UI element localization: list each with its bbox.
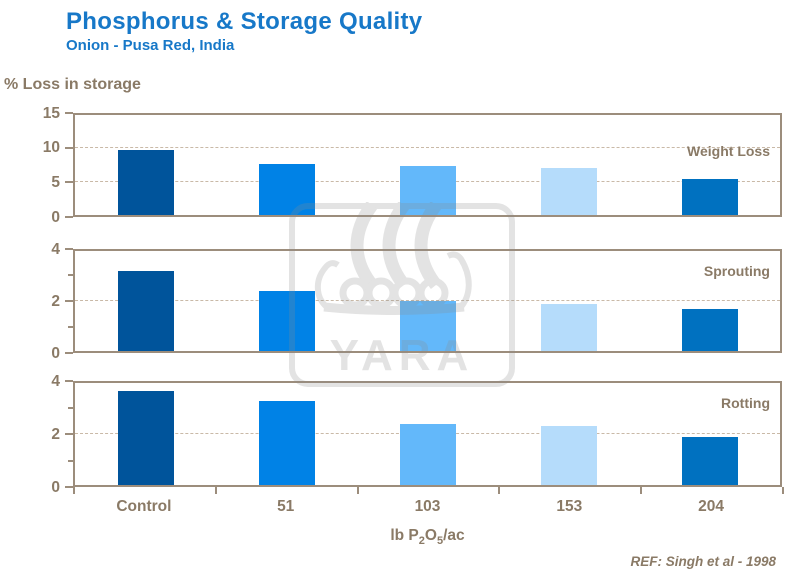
y-tick-label: 5 [51,173,60,191]
y-tick-label: 10 [42,138,60,156]
x-tick-mark [782,487,784,494]
y-tick-mark [65,181,73,184]
y-minor-tick-mark [68,459,73,462]
bar-153-rotting [540,426,597,485]
x-axis-title-text: /ac [443,527,465,544]
x-category-label: Control [116,498,172,515]
plot-area-rotting: Rotting [73,381,782,487]
reference-citation: REF: Singh et al - 1998 [630,554,776,569]
y-tick-mark [65,300,73,302]
x-axis-title-sub: 5 [436,535,444,548]
gridline [75,147,780,149]
x-axis-title: lb P2O5/ac [73,527,782,547]
x-tick-mark [214,487,217,494]
plot-area-weight-loss: Weight Loss [73,113,782,217]
y-tick-label: 2 [51,292,60,310]
x-category-label: 153 [556,498,583,515]
y-tick-label: 0 [51,478,60,496]
y-tick-mark [65,146,73,149]
series-label-rotting: Rotting [721,395,770,411]
series-label-sprouting: Sprouting [703,263,770,279]
x-category-label: 51 [277,498,295,515]
bar-51-sprouting [258,291,315,351]
y-tick-label: 0 [51,208,60,226]
bar-204-rotting [681,436,738,485]
y-tick-mark [65,112,73,114]
page-subtitle: Onion - Pusa Red, India [66,37,235,54]
x-category-label: 204 [698,498,725,515]
x-axis-title-sub: 2 [418,535,425,548]
plot-area-sprouting: Sprouting [73,249,782,353]
bar-103-sprouting [399,301,456,351]
x-category-label: 103 [414,498,441,515]
y-minor-tick-mark [68,274,73,276]
y-tick-mark [65,216,73,218]
y-tick-mark [65,486,73,488]
panel-rotting: Rotting 0 2 4 [51,373,784,494]
bar-103-rotting [399,423,456,485]
x-tick-mark [640,487,643,494]
x-axis-title-text: O [424,527,437,544]
bar-control-weight-loss [117,149,174,215]
x-axis-category-labels: Control 51 103 153 204 [73,498,782,520]
y-tick-label: 2 [51,425,60,443]
page-title: Phosphorus & Storage Quality [66,8,423,35]
y-tick-label: 0 [51,344,60,362]
y-tick-label: 4 [51,240,60,258]
gridline [75,300,780,301]
bar-51-rotting [258,400,315,485]
bar-control-sprouting [117,271,174,351]
bar-204-weight-loss [681,179,738,215]
y-minor-tick-mark [68,326,73,328]
y-tick-mark [65,248,73,250]
series-label-weight-loss: Weight Loss [687,143,770,159]
bar-51-weight-loss [258,164,315,215]
y-tick-label: 15 [42,104,60,122]
panel-weight-loss: Weight Loss 0 5 10 15 [43,105,782,224]
bar-153-weight-loss [540,168,597,215]
x-tick-mark [356,487,359,494]
bar-control-rotting [117,390,174,485]
y-axis-title: % Loss in storage [4,76,141,93]
y-tick-mark [65,380,73,382]
y-tick-mark [65,352,73,354]
y-minor-tick-mark [68,406,73,409]
bar-153-sprouting [540,303,597,351]
bar-204-sprouting [681,308,738,351]
bar-103-weight-loss [399,165,456,215]
x-tick-mark [498,487,501,494]
panel-sprouting: Sprouting 0 2 4 [51,241,782,360]
y-tick-mark [65,433,73,435]
x-axis-title-text: lb P [390,527,419,544]
y-tick-label: 4 [51,372,60,390]
x-tick-mark [73,487,75,494]
